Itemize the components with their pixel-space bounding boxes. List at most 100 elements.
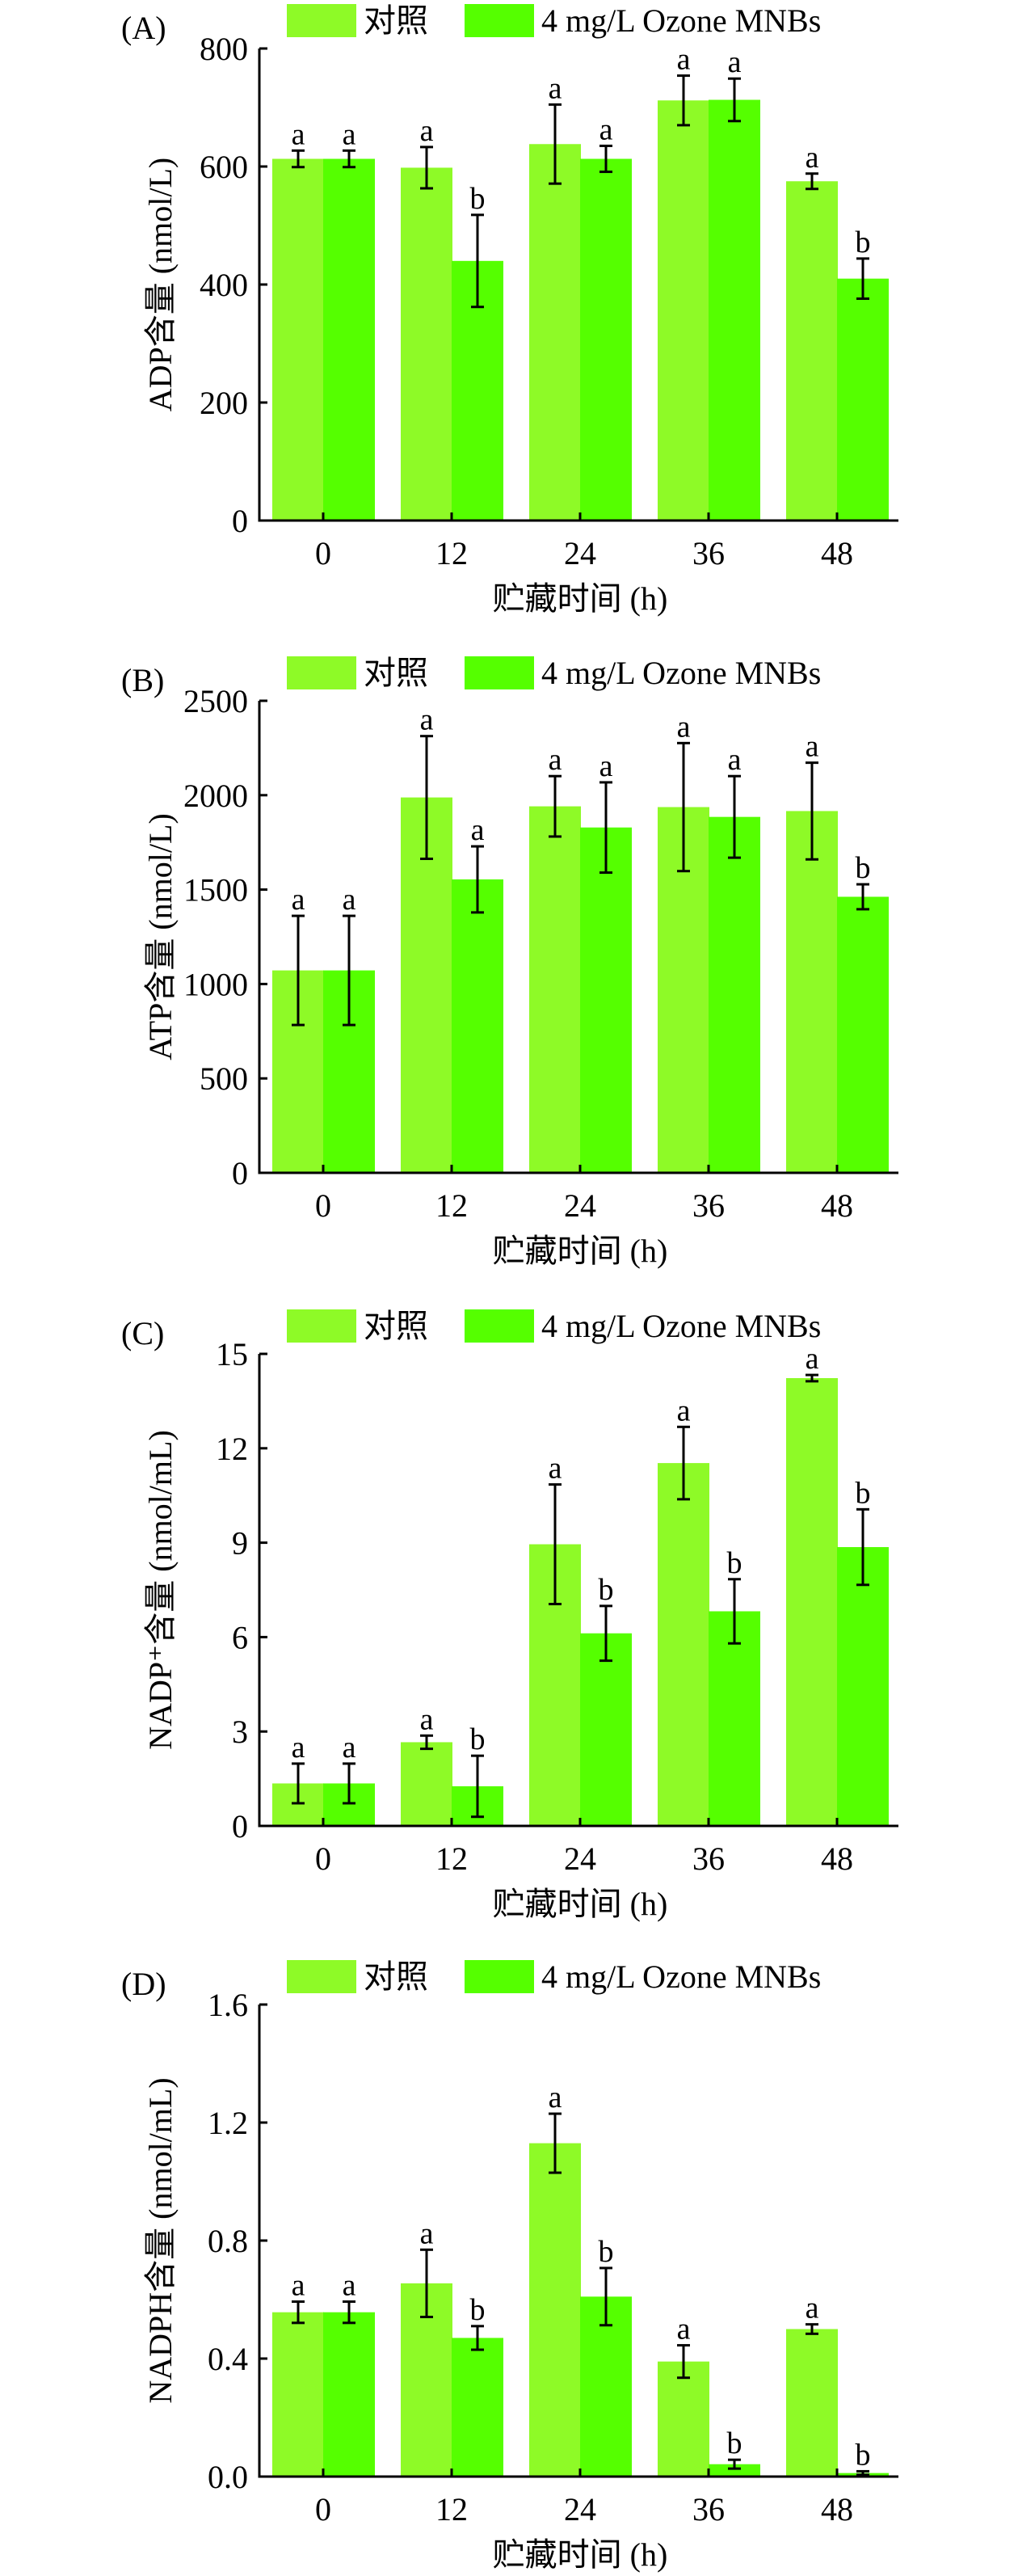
bar <box>272 158 324 521</box>
significance-letter: b <box>470 182 486 216</box>
bar <box>580 1633 632 1826</box>
legend-swatch <box>287 1309 356 1343</box>
x-tick-label: 24 <box>564 1187 596 1224</box>
bar <box>452 2338 503 2477</box>
legend-swatch <box>465 1960 534 1993</box>
legend-label: 4 mg/L Ozone MNBs <box>541 655 821 691</box>
bar <box>837 896 889 1173</box>
significance-letter: a <box>728 743 742 777</box>
x-tick-label: 24 <box>564 535 596 571</box>
significance-letter: a <box>420 114 434 148</box>
bar <box>529 144 581 521</box>
significance-letter: a <box>677 2312 691 2346</box>
y-tick-label: 400 <box>200 267 248 303</box>
significance-letter: b <box>727 1546 742 1580</box>
bar <box>837 1547 889 1826</box>
y-tick-label: 200 <box>200 385 248 421</box>
x-tick-label: 24 <box>564 2491 596 2528</box>
x-axis-title: 贮藏时间 (h) <box>493 580 668 617</box>
bar <box>786 811 838 1173</box>
y-tick-label: 6 <box>232 1619 248 1655</box>
x-axis-title: 贮藏时间 (h) <box>493 1886 668 1922</box>
significance-letter: a <box>292 883 305 917</box>
x-tick-label: 48 <box>821 2491 853 2528</box>
significance-letter: a <box>292 2269 305 2303</box>
legend-swatch <box>465 4 534 37</box>
y-tick-label: 3 <box>232 1714 248 1750</box>
y-tick-label: 12 <box>216 1431 248 1467</box>
significance-letter: b <box>856 851 871 885</box>
significance-letter: b <box>470 1722 486 1756</box>
y-tick-label: 1.6 <box>208 1987 248 2023</box>
bar <box>709 2464 760 2477</box>
significance-letter: a <box>292 1731 305 1764</box>
x-tick-label: 36 <box>692 1187 725 1224</box>
panel-label: (C) <box>121 1315 164 1351</box>
significance-letter: a <box>292 117 305 151</box>
x-tick-label: 48 <box>821 1840 853 1877</box>
y-tick-label: 600 <box>200 149 248 185</box>
x-tick-label: 48 <box>821 535 853 571</box>
significance-letter: a <box>420 703 434 737</box>
x-tick-label: 12 <box>435 1840 468 1877</box>
x-tick-label: 12 <box>435 2491 468 2528</box>
legend: 对照 4 mg/L Ozone MNBs <box>287 1308 821 1344</box>
y-tick-label: 800 <box>200 31 248 67</box>
bar <box>580 158 632 521</box>
bar <box>529 806 581 1173</box>
legend: 对照 4 mg/L Ozone MNBs <box>287 655 821 691</box>
significance-letter: a <box>549 71 562 105</box>
legend-swatch <box>465 1309 534 1343</box>
significance-letter: a <box>728 45 742 79</box>
y-tick-label: 0.4 <box>208 2341 248 2377</box>
bar <box>658 2361 709 2477</box>
legend-swatch <box>465 656 534 689</box>
y-axis-title: ATP含量 (nmol/L) <box>142 813 179 1060</box>
significance-letter: a <box>677 43 691 77</box>
x-tick-label: 12 <box>435 535 468 571</box>
significance-letter: b <box>599 1573 614 1607</box>
y-tick-label: 2000 <box>183 778 248 814</box>
y-tick-label: 0.0 <box>208 2459 248 2495</box>
significance-letter: b <box>856 226 871 259</box>
legend-label: 对照 <box>364 1308 428 1344</box>
legend-swatch <box>287 656 356 689</box>
x-tick-label: 0 <box>315 1187 331 1224</box>
x-axis-title: 贮藏时间 (h) <box>493 2536 668 2573</box>
bar <box>272 2312 324 2477</box>
bar <box>452 879 503 1173</box>
x-tick-label: 24 <box>564 1840 596 1877</box>
bar <box>401 167 452 521</box>
legend-label: 4 mg/L Ozone MNBs <box>541 2 821 39</box>
y-tick-label: 1000 <box>183 966 248 1002</box>
significance-letter: a <box>420 2216 434 2250</box>
legend-label: 对照 <box>364 655 428 691</box>
significance-letter: a <box>806 730 819 764</box>
x-tick-label: 36 <box>692 1840 725 1877</box>
panel-label: (B) <box>121 662 164 698</box>
y-axis-title: NADP⁺含量 (nmol/mL) <box>142 1430 179 1750</box>
y-tick-label: 2500 <box>183 683 248 719</box>
y-tick-label: 0 <box>232 1155 248 1191</box>
y-tick-label: 0.8 <box>208 2223 248 2259</box>
x-tick-label: 48 <box>821 1187 853 1224</box>
significance-letter: b <box>470 2293 486 2327</box>
bar <box>709 99 760 521</box>
x-tick-label: 0 <box>315 2491 331 2528</box>
significance-letter: a <box>599 112 613 146</box>
y-axis-title: NADPH含量 (nmol/mL) <box>142 2077 179 2403</box>
chart-panel-a: (A) 对照 4 mg/L Ozone MNBs a a a a a a b a a b 0 200 400 6… <box>121 2 898 617</box>
significance-letter: b <box>727 2426 742 2460</box>
y-tick-label: 9 <box>232 1525 248 1562</box>
y-tick-label: 15 <box>216 1336 248 1372</box>
legend-label: 对照 <box>364 1958 428 1995</box>
significance-letter: a <box>420 1702 434 1736</box>
bar <box>709 816 760 1173</box>
chart-panel-b: (B) 对照 4 mg/L Ozone MNBs a a a a a a a a a b 0 500 1000… <box>121 655 898 1269</box>
significance-letter: a <box>806 2291 819 2325</box>
bar <box>323 2312 375 2477</box>
significance-letter: a <box>806 1342 819 1376</box>
legend-label: 4 mg/L Ozone MNBs <box>541 1308 821 1344</box>
